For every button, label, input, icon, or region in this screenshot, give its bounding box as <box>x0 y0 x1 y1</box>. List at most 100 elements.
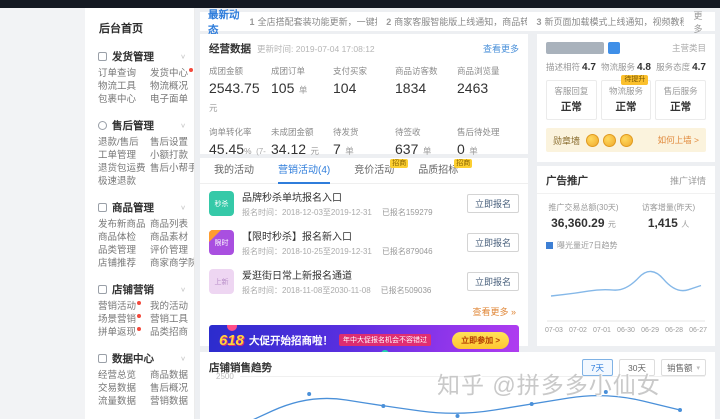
sidebar-item[interactable]: 我的活动 <box>150 301 189 312</box>
stat-to-ship: 待发货 7 单 <box>333 126 395 195</box>
store-score-card: 主营类目 描述相符 4.7 物流服务 4.8 服务态度 4.7 客服回复 正常 待提升 … <box>537 34 715 162</box>
banner-618-text: 618 <box>219 331 245 349</box>
sidebar-section-header-aftersale[interactable]: 售后管理 ∨ <box>85 115 194 136</box>
score-service: 服务态度 4.7 <box>656 62 706 73</box>
exposure-x-axis: 07-03 07-02 07-01 06-30 06-29 06-28 06-2… <box>537 327 715 334</box>
618-promo-banner[interactable]: 618 大促开始招商啦！ 年中大促报名机会不容错过 立即参加 > <box>209 325 519 355</box>
medal-wall-link[interactable]: 如何上墙 > <box>657 135 699 145</box>
news-item-text: 商家客服智能版上线通知，商品转化提升神器 <box>394 17 528 27</box>
stat-deal-amount: 成团金额 2543.75 元 <box>209 65 271 116</box>
sidebar-item[interactable]: 营销数据 <box>150 396 189 407</box>
section-title: 店铺营销 <box>112 284 154 296</box>
activity-title[interactable]: 爱逛街日常上新报名通道 <box>242 271 352 282</box>
chevron-down-icon: ∨ <box>180 52 186 61</box>
sidebar-item[interactable]: 商品数据 <box>150 370 189 381</box>
sidebar-section-header-data[interactable]: 数据中心 ∨ <box>85 348 194 369</box>
sidebar-item[interactable]: 工单管理 <box>98 150 137 161</box>
stat-label: 商品浏览量 <box>457 66 500 76</box>
stat-paying-buyers: 支付买家 104 <box>333 65 395 116</box>
stat-value: 104 <box>333 80 357 96</box>
sidebar-item[interactable]: 商品素材 <box>150 232 189 243</box>
x-tick: 06-27 <box>689 327 707 334</box>
sidebar-item-home[interactable]: 后台首页 <box>99 23 143 35</box>
sidebar-item[interactable]: 店铺推荐 <box>98 258 137 269</box>
signup-button[interactable]: 立即报名 <box>467 194 519 213</box>
sidebar-section-header-marketing[interactable]: 店铺营销 ∨ <box>85 279 194 300</box>
stats-more-link[interactable]: 查看更多 <box>482 44 519 54</box>
sidebar-item[interactable]: 物流概况 <box>150 81 189 92</box>
sidebar-item[interactable]: 商品体检 <box>98 232 137 243</box>
main-category-link[interactable]: 主营类目 <box>671 43 706 53</box>
sidebar-item[interactable]: 评价管理 <box>150 245 189 256</box>
activity-icon-flash-sale: 限时 <box>209 230 234 255</box>
sidebar-item[interactable]: 退货包运费 <box>98 163 146 174</box>
sidebar-item[interactable]: 场景营销 <box>98 313 150 326</box>
sidebar-item[interactable]: 订单查询 <box>98 68 137 79</box>
section-title: 商品管理 <box>112 202 154 214</box>
sidebar-item[interactable]: 包裹中心 <box>98 94 137 105</box>
sidebar-item[interactable]: 发布新商品 <box>98 219 146 230</box>
sidebar-item[interactable]: 电子面单 <box>150 94 189 105</box>
activity-icon-seckill: 秒杀 <box>209 191 234 216</box>
status-box-customer-service[interactable]: 客服回复 正常 <box>546 80 597 120</box>
banner-join-button[interactable]: 立即参加 > <box>452 331 509 349</box>
sidebar-section-header-shipping[interactable]: 发货管理 ∨ <box>85 46 194 67</box>
panel-title: 经营数据 <box>209 43 251 55</box>
sidebar-item[interactable]: 售后小帮手 <box>150 163 194 174</box>
gridline <box>240 376 705 377</box>
metric-select[interactable]: 销售额 ▾ <box>660 359 706 376</box>
tab-my-activities[interactable]: 我的活动 <box>214 164 254 176</box>
activity-icon-label: 秒杀 <box>214 200 229 208</box>
sidebar-item[interactable]: 商品列表 <box>150 219 189 230</box>
sidebar-item[interactable]: 售后概况 <box>150 383 189 394</box>
chevron-down-icon: ∨ <box>180 354 186 363</box>
stat-product-visitors: 商品访客数 1834 <box>395 65 457 116</box>
news-more-link[interactable]: 更多 <box>693 10 703 34</box>
sidebar-section-header-products[interactable]: 商品管理 ∨ <box>85 197 194 218</box>
sidebar-item[interactable]: 营销工具 <box>150 314 189 325</box>
tab-bidding-activities[interactable]: 竞价活动 招商 <box>354 158 409 184</box>
news-item-num: 1 <box>249 17 255 27</box>
tab-quality-tender[interactable]: 品质招标 招商 <box>418 158 473 184</box>
promotion-detail-link[interactable]: 推广详情 <box>669 176 706 186</box>
sidebar-item[interactable]: 拼单返现 <box>98 326 150 339</box>
sidebar-item[interactable]: 物流工具 <box>98 81 137 92</box>
news-title[interactable]: 最新动态 <box>208 8 240 36</box>
sidebar-item[interactable]: 流量数据 <box>98 396 137 407</box>
metric-visitor-increase: 访客增量(昨天) 1,415 人 <box>641 203 696 230</box>
sidebar-item[interactable]: 交易数据 <box>98 383 137 394</box>
stat-value: 7 <box>333 141 341 157</box>
range-30d-button[interactable]: 30天 <box>619 359 655 376</box>
news-item[interactable]: 3新页面加载模式上线通知，视频教程强势来袭… <box>536 15 684 28</box>
sidebar-item[interactable]: 极速退款 <box>98 176 137 187</box>
tab-marketing-activities[interactable]: 营销活动(4) <box>278 158 331 184</box>
sidebar-item[interactable]: 品类招商 <box>150 327 189 338</box>
stat-deal-orders: 成团订单 105 单 <box>271 65 333 116</box>
sidebar-item[interactable]: 品类管理 <box>98 245 137 256</box>
shipping-icon <box>98 52 107 61</box>
signup-button[interactable]: 立即报名 <box>467 233 519 252</box>
sidebar-item[interactable]: 营销活动 <box>98 300 150 313</box>
activities-more-link[interactable]: 查看更多 » <box>472 307 516 317</box>
status-box-aftersale[interactable]: 售后服务 正常 <box>655 80 707 120</box>
activity-title[interactable]: 【限时秒杀】报名新入口 <box>242 232 352 243</box>
stat-label: 商品访客数 <box>395 66 438 76</box>
sidebar-item[interactable]: 发货中心 <box>150 67 194 80</box>
activity-title[interactable]: 品牌秒杀单坑报名入口 <box>242 193 342 204</box>
x-tick: 06-28 <box>665 327 683 334</box>
sidebar-item[interactable]: 小额打款 <box>150 150 189 161</box>
range-7d-button[interactable]: 7天 <box>581 359 613 376</box>
sidebar-item[interactable]: 商家商学院 <box>150 258 194 269</box>
banner-headline: 大促开始招商啦！ <box>249 334 334 347</box>
x-tick: 07-02 <box>569 327 587 334</box>
stat-value: 45.45 <box>209 141 245 157</box>
sidebar-item[interactable]: 经营总览 <box>98 370 137 381</box>
status-box-logistics[interactable]: 待提升 物流服务 正常 <box>600 75 652 120</box>
signup-button[interactable]: 立即报名 <box>467 272 519 291</box>
sidebar-item[interactable]: 退款/售后 <box>98 137 139 148</box>
sidebar-item[interactable]: 售后设置 <box>150 137 189 148</box>
news-item-text: 新页面加载模式上线通知，视频教程强势来袭… <box>544 17 685 27</box>
x-tick: 07-03 <box>545 327 563 334</box>
